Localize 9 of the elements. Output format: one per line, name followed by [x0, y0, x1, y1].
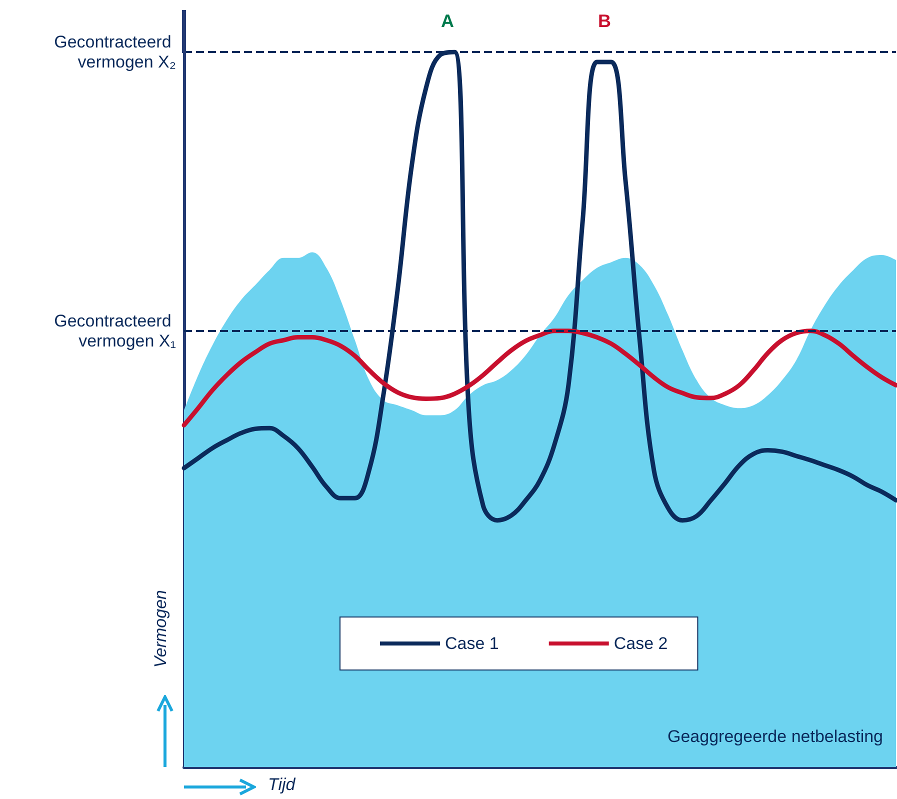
- text: A: [441, 11, 454, 31]
- legend-label: Case 2: [614, 634, 668, 653]
- series-label: Geaggregeerde netbelasting: [668, 727, 884, 746]
- legend-label: Case 1: [445, 634, 499, 653]
- ref-line-label: Gecontracteerd vermogen X₁: [54, 311, 176, 350]
- y-axis-title: Vermogen: [151, 590, 170, 668]
- x-axis-title: Tijd: [268, 775, 296, 794]
- text: B: [598, 11, 611, 31]
- ref-line-label: Gecontracteerd vermogen X₂: [54, 32, 176, 72]
